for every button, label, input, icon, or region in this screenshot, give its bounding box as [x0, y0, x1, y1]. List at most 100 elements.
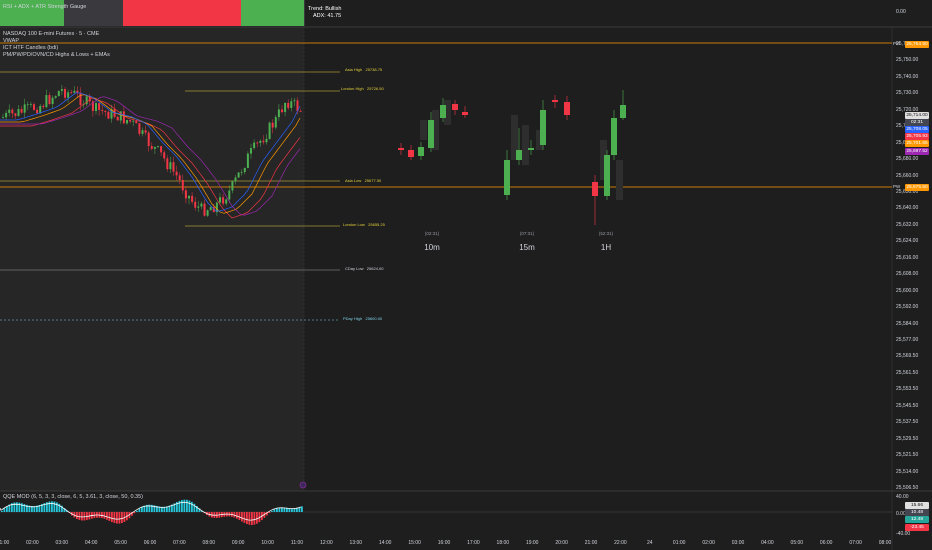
candle	[107, 111, 110, 119]
candle	[42, 105, 45, 108]
qqe-bar	[1, 510, 3, 512]
level-label-london-low: London Low 25655.25	[343, 222, 385, 227]
time-axis-label: 06:00	[143, 540, 157, 546]
price-axis-label: 25,529.50	[896, 435, 919, 442]
price-axis-label: 25,514.00	[896, 468, 919, 475]
htf-legend[interactable]: ICT HTF Candles (bdi)	[3, 45, 59, 51]
htf-candle-15m	[516, 150, 522, 160]
htf-ghost-candle	[522, 125, 529, 165]
levels-legend[interactable]: PM/PW/PD/OVN/CD Highs & Lows + EMAs	[3, 52, 110, 58]
vwap-line	[0, 92, 301, 212]
qqe-bar	[163, 506, 166, 512]
time-axis-label: 22:00	[614, 540, 627, 546]
price-tag: 25,754.50	[905, 41, 929, 48]
candle	[122, 111, 125, 124]
candle	[172, 162, 175, 172]
qqe-bar	[271, 511, 273, 512]
qqe-bar	[76, 512, 78, 520]
htf-ghost-candle	[536, 130, 543, 150]
htf-candle-10m	[428, 120, 434, 148]
candle	[29, 104, 32, 105]
htf-candle-10m	[440, 105, 446, 118]
price-tag: 25,701.65	[905, 140, 929, 147]
qqe-bar	[41, 504, 43, 512]
qqe-bar	[243, 512, 246, 523]
qqe-bar	[116, 512, 118, 524]
qqe-legend[interactable]: QQE MOD (6, 5, 3, 3, close, 6, 5, 3.61, …	[3, 494, 144, 500]
candle	[256, 142, 259, 144]
ema-line-orange	[0, 94, 301, 214]
candle	[163, 152, 166, 159]
qqe-bar	[21, 503, 23, 512]
price-tag: 25,708.05	[905, 126, 929, 133]
qqe-tag: 15.66	[905, 502, 929, 509]
qqe-bar	[238, 512, 241, 521]
candle	[88, 96, 91, 102]
price-tag-marker: PW	[893, 184, 901, 189]
htf-ghost-candle	[420, 120, 427, 140]
qqe-bar	[196, 505, 198, 512]
price-axis-label: 25,660.00	[896, 172, 919, 179]
qqe-bar	[73, 512, 76, 518]
htf-time-1h: (52:31)	[598, 231, 614, 236]
time-axis-label: 05:00	[790, 540, 804, 546]
htf-label-1h: 1H	[600, 243, 612, 252]
time-axis-label: 01:00	[0, 540, 10, 546]
htf-label-10m: 10m	[424, 243, 440, 252]
price-axis-label: 25,720.00	[896, 106, 919, 113]
qqe-bar	[201, 510, 203, 512]
level-label-london-high: London High 25726.50	[341, 86, 384, 91]
qqe-axis-top: 40.00	[896, 494, 909, 500]
candle	[5, 112, 8, 118]
qqe-bar	[253, 512, 256, 525]
qqe-bar	[36, 505, 38, 512]
candle	[45, 95, 48, 108]
qqe-bar	[86, 512, 88, 521]
candle	[153, 146, 156, 149]
candle	[104, 110, 107, 112]
candle	[48, 95, 51, 105]
candle	[246, 153, 249, 169]
htf-ghost-candle	[511, 115, 518, 160]
price-axis-label: 25,624.00	[896, 238, 919, 245]
candle	[181, 179, 184, 191]
candle	[64, 89, 66, 98]
vwap-legend[interactable]: VWAP	[3, 38, 19, 44]
time-axis-label: 20:00	[555, 540, 568, 546]
candle	[67, 92, 70, 98]
symbol-legend[interactable]: NASDAQ 100 E-mini Futures · 5 · CME	[3, 31, 100, 37]
candle	[17, 109, 20, 116]
candle	[138, 123, 141, 134]
candle	[150, 146, 153, 149]
qqe-bar	[273, 509, 276, 512]
qqe-bar	[138, 508, 141, 512]
qqe-bar	[161, 506, 163, 512]
time-axis-label: 13:00	[349, 540, 363, 546]
candle	[293, 100, 296, 102]
time-axis-label: 08:00	[202, 540, 216, 546]
qqe-bar	[246, 512, 248, 525]
candle	[73, 90, 76, 93]
candle	[95, 103, 97, 111]
qqe-bar	[66, 510, 68, 512]
price-axis-label: 25,592.00	[896, 304, 919, 311]
time-axis-label: 11:00	[290, 540, 304, 546]
htf-candle-15m	[504, 160, 510, 195]
candle	[20, 109, 23, 113]
qqe-bar	[6, 506, 8, 512]
qqe-bar	[38, 504, 41, 512]
qqe-bar	[131, 512, 133, 516]
price-axis-label: 25,521.50	[896, 452, 919, 459]
qqe-bar	[286, 507, 288, 512]
qqe-bar	[48, 501, 51, 512]
gauge-title: RSI + ADX + ATR Strength Gauge	[3, 4, 87, 10]
htf-ghost-candle	[600, 140, 607, 180]
level-label-asia-high: Asia High 25738.75	[345, 67, 383, 72]
htf-ghost-candle	[616, 160, 623, 200]
price-tag: 25,675.50	[905, 184, 929, 191]
qqe-bar	[236, 512, 238, 519]
candle	[212, 207, 215, 213]
htf-candle-10m	[408, 150, 414, 157]
qqe-bar	[251, 512, 253, 526]
